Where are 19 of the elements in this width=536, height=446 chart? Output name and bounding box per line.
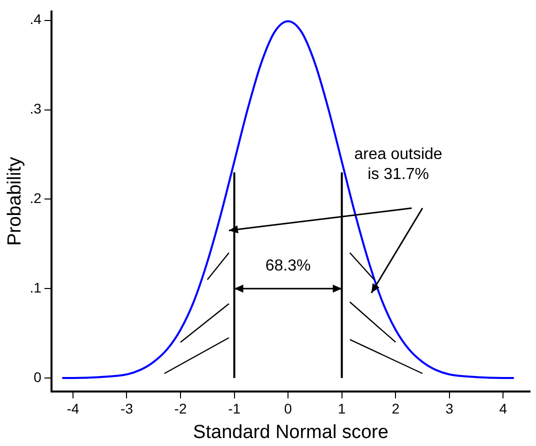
y-tick-label: .3 [30, 100, 42, 117]
line-series [61, 20, 515, 379]
y-tick-label: .1 [30, 279, 42, 296]
y-axis-title: Probability [4, 156, 26, 246]
x-tick-label: 0 [284, 400, 292, 417]
x-tick-label: -1 [228, 400, 241, 417]
x-tick-label: 3 [445, 400, 454, 417]
x-tick-label: 1 [338, 400, 346, 417]
x-axis-title: Standard Normal score [193, 422, 388, 443]
x-tick-label: -4 [66, 400, 80, 417]
y-tick-label: .2 [30, 190, 42, 206]
y-tick-label: 0 [34, 368, 42, 385]
x-tick-label: -3 [120, 400, 134, 417]
annotation: 68.3% [265, 258, 311, 275]
x-tick-label: 4 [499, 400, 508, 417]
x-tick-label: 2 [392, 400, 400, 417]
y-tick-label: .4 [30, 11, 42, 28]
annotation: area outside is 31.7% [354, 146, 442, 183]
x-tick-label: -2 [174, 400, 187, 417]
